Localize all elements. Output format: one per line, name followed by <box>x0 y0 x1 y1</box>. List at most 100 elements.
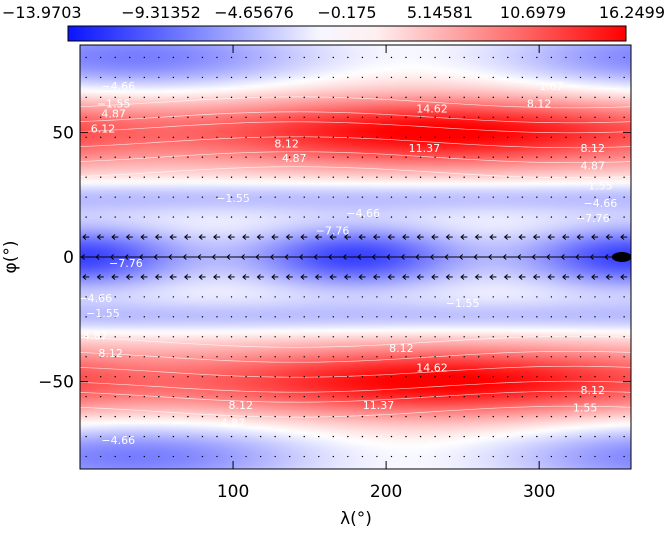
wind-vector-dot <box>507 356 509 358</box>
wind-vector-dot <box>259 76 262 79</box>
wind-vector-dot <box>376 376 378 378</box>
wind-vector-dot <box>419 296 422 298</box>
wind-vector-dot <box>405 376 407 378</box>
wind-vector-head <box>140 234 145 240</box>
wind-vector-dot <box>463 395 465 398</box>
wind-vector-dot <box>550 316 553 318</box>
wind-vector-dot <box>623 116 625 119</box>
wind-vector-dot <box>230 356 233 358</box>
wind-vector-dot <box>158 296 160 298</box>
wind-vector-dot <box>463 136 465 138</box>
wind-vector-dot <box>536 415 538 418</box>
wind-vector-dot <box>230 216 233 218</box>
wind-vector-dot <box>608 136 611 138</box>
wind-vector-dot <box>85 216 87 218</box>
wind-vector-dot <box>492 395 494 398</box>
wind-vector-dot <box>521 336 524 338</box>
wind-vector-dot <box>376 336 378 338</box>
wind-vector-dot <box>274 176 276 178</box>
wind-vector-dot <box>347 336 349 338</box>
wind-vector-dot <box>99 116 102 119</box>
wind-vector-head <box>460 234 465 240</box>
wind-vector-dot <box>318 116 320 119</box>
contour-label: 8.12 <box>580 142 605 155</box>
y-axis-label: φ(°) <box>1 241 21 274</box>
wind-vector-dot <box>259 96 262 99</box>
wind-vector-dot <box>594 216 596 218</box>
wind-vector-dot <box>608 156 611 158</box>
wind-vector-dot <box>129 336 131 338</box>
wind-vector-dot <box>594 376 596 378</box>
wind-vector-dot <box>172 336 175 338</box>
wind-vector-dot <box>608 196 611 198</box>
colorbar-tick-label: 16.2499 <box>599 3 665 22</box>
wind-vector-dot <box>347 116 349 119</box>
wind-vector-dot <box>245 455 247 458</box>
contour-label: 1.55 <box>573 402 598 415</box>
wind-vector-dot <box>376 196 378 198</box>
wind-vector-dot <box>594 395 596 398</box>
wind-vector-dot <box>274 136 276 138</box>
wind-vector-dot <box>550 296 553 298</box>
wind-vector-dot <box>85 415 87 418</box>
wind-vector-dot <box>245 136 247 138</box>
wind-vector-dot <box>594 316 596 318</box>
wind-vector-head <box>271 234 276 240</box>
contour-label: 8.12 <box>527 97 552 110</box>
wind-vector-head <box>183 234 189 240</box>
wind-vector-dot <box>594 96 596 99</box>
wind-vector-dot <box>448 316 451 318</box>
wind-vector-dot <box>565 336 567 338</box>
wind-vector-dot <box>259 316 262 318</box>
x-axis-label: λ(°) <box>340 509 372 529</box>
wind-vector-dot <box>448 356 451 358</box>
wind-vector-dot <box>99 336 102 338</box>
wind-vector-dot <box>434 316 436 318</box>
wind-vector-dot <box>288 395 291 398</box>
wind-vector-dot <box>318 216 320 218</box>
wind-vector-dot <box>216 176 218 178</box>
contour-label: −4.66 <box>346 207 380 220</box>
wind-vector-dot <box>492 415 494 418</box>
wind-vector-dot <box>303 136 305 138</box>
wind-vector-dot <box>230 395 233 398</box>
wind-vector-dot <box>114 56 116 59</box>
wind-vector-dot <box>434 376 436 378</box>
contour-label: −7.76 <box>316 225 350 238</box>
wind-vector-dot <box>419 156 422 158</box>
wind-vector-dot <box>565 395 567 398</box>
wind-vector-dot <box>201 336 204 338</box>
wind-vector-dot <box>303 316 305 318</box>
wind-vector-dot <box>434 216 436 218</box>
wind-vector-head <box>518 234 523 240</box>
contour-label: −4.66 <box>101 434 135 447</box>
wind-vector-dot <box>158 136 160 138</box>
wind-vector-dot <box>419 216 422 218</box>
wind-vector-dot <box>172 176 175 178</box>
wind-vector-dot <box>303 176 305 178</box>
wind-vector-dot <box>361 96 364 99</box>
wind-vector-dot <box>521 116 524 119</box>
wind-vector-dot <box>536 196 538 198</box>
wind-vector-dot <box>434 455 436 458</box>
wind-vector-dot <box>143 96 145 99</box>
wind-vector-dot <box>478 196 480 198</box>
wind-vector-dot <box>565 216 567 218</box>
wind-vector-dot <box>245 316 247 318</box>
wind-vector-dot <box>158 356 160 358</box>
wind-vector-dot <box>361 395 364 398</box>
wind-vector-dot <box>405 116 407 119</box>
wind-vector-dot <box>347 435 349 438</box>
wind-vector-dot <box>230 156 233 158</box>
wind-vector-dot <box>434 56 436 59</box>
wind-vector-dot <box>594 156 596 158</box>
wind-vector-dot <box>172 216 175 218</box>
wind-vector-dot <box>579 336 582 338</box>
contour-label: 4.87 <box>221 417 246 430</box>
wind-vector-dot <box>201 56 204 59</box>
wind-vector-dot <box>303 435 305 438</box>
wind-vector-dot <box>594 116 596 119</box>
wind-vector-dot <box>419 196 422 198</box>
wind-vector-dot <box>492 156 494 158</box>
wind-vector-dot <box>129 455 131 458</box>
